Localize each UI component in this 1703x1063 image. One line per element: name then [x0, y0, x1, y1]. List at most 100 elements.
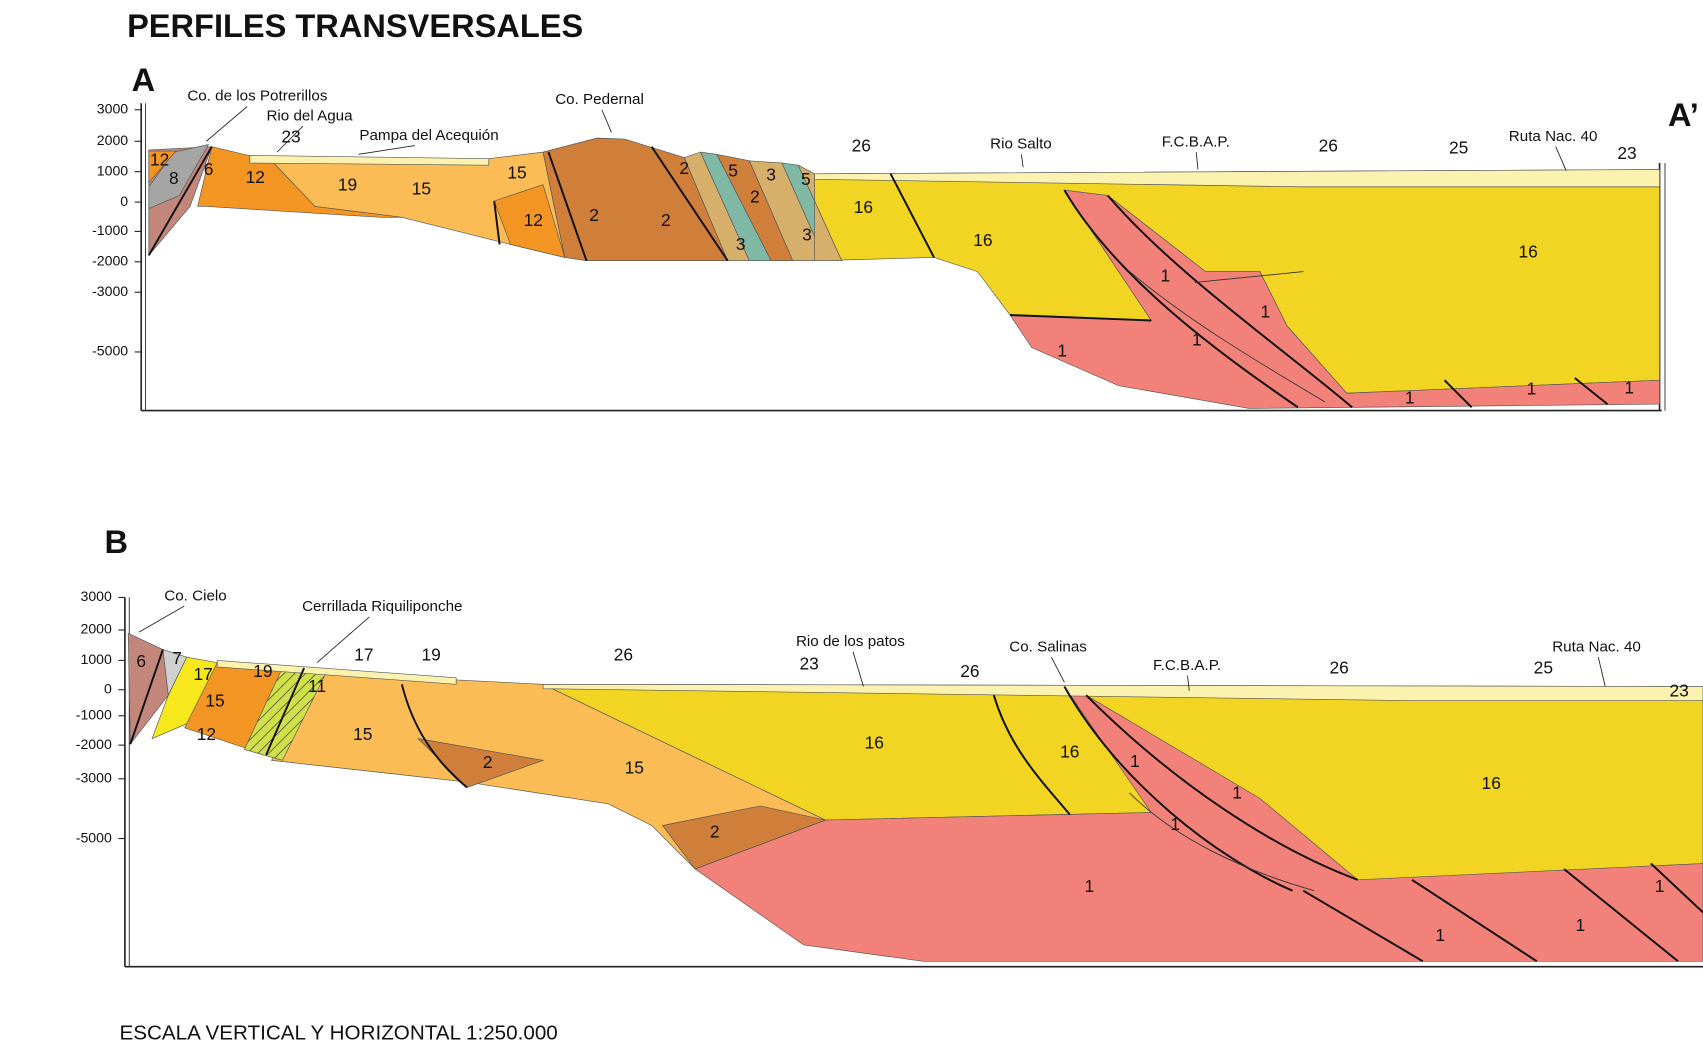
- unit-label: 26: [1319, 135, 1338, 155]
- unit-label: 5: [728, 160, 738, 180]
- unit-label: 2: [589, 205, 599, 225]
- elevation-label: 3000: [80, 588, 112, 604]
- page: { "title": "PERFILES TRANSVERSALES", "sc…: [0, 0, 1703, 1058]
- place-label: Co. de los Potrerillos: [187, 88, 328, 105]
- profile-label: B: [104, 524, 128, 560]
- leader-line: [206, 107, 247, 142]
- unit-label: 12: [524, 210, 543, 230]
- cross-sections: PERFILES TRANSVERSALES: [0, 0, 1703, 1058]
- unit-label: 1: [1161, 266, 1171, 286]
- unit-label: 15: [205, 690, 224, 710]
- elevation-label: -2000: [92, 253, 128, 269]
- leader-line: [853, 652, 863, 687]
- place-label: Ruta Nac. 40: [1509, 128, 1598, 145]
- unit-label: 6: [136, 651, 146, 671]
- unit-label: 2: [483, 752, 493, 772]
- unit-label: 6: [204, 159, 214, 179]
- unit-label: 1: [1527, 379, 1537, 399]
- scale-note: ESCALA VERTICAL Y HORIZONTAL 1:250.000: [119, 1021, 557, 1044]
- elevation-label: 2000: [97, 132, 129, 148]
- place-label: Ruta Nac. 40: [1552, 638, 1641, 655]
- unit-label: 3: [766, 165, 776, 185]
- unit-label: 26: [852, 135, 871, 155]
- leader-line: [139, 606, 184, 632]
- unit-label: 1: [1655, 876, 1665, 896]
- leader-line: [1021, 154, 1023, 167]
- leader-line: [1196, 152, 1198, 169]
- elevation-label: -1000: [76, 707, 112, 723]
- leader-line: [358, 146, 414, 155]
- unit-label: 1: [1170, 814, 1180, 834]
- unit-label: 26: [1330, 658, 1349, 678]
- unit-label: 16: [854, 197, 873, 217]
- unit-label: 1: [1130, 751, 1140, 771]
- place-label: Cerrillada Riquiliponche: [302, 598, 462, 615]
- place-label: Rio del Agua: [266, 107, 353, 124]
- leader-line: [1598, 657, 1605, 686]
- unit-label: 1: [1232, 783, 1242, 803]
- unit-label: 17: [354, 645, 373, 665]
- unit-label: 12: [197, 724, 216, 744]
- unit-label: 5: [801, 169, 811, 189]
- leader-line: [1556, 147, 1566, 171]
- unit-label: 2: [679, 158, 689, 178]
- unit-label: 2: [710, 822, 720, 842]
- unit-label: 16: [1482, 773, 1501, 793]
- elevation-label: -5000: [92, 343, 128, 359]
- elevation-label: -3000: [76, 770, 112, 786]
- elevation-label: -3000: [92, 283, 128, 299]
- elevation-label: 0: [120, 193, 128, 209]
- unit-label: 3: [802, 224, 812, 244]
- unit-label: 15: [412, 179, 431, 199]
- unit-label: 25: [1449, 137, 1468, 157]
- elevation-label: 3000: [97, 101, 129, 117]
- leader-line: [602, 110, 612, 133]
- unit-label: 25: [1534, 658, 1553, 678]
- unit-label: 26: [960, 661, 979, 681]
- place-label: Rio de los patos: [796, 633, 905, 650]
- leader-line: [1051, 657, 1064, 682]
- profile-a: [141, 103, 1665, 410]
- title: PERFILES TRANSVERSALES: [127, 8, 583, 44]
- unit-label: 2: [661, 210, 671, 230]
- unit-label: 17: [193, 664, 212, 684]
- profile-label: A: [132, 62, 156, 98]
- unit-label: 7: [172, 648, 182, 668]
- unit-label: 23: [799, 653, 818, 673]
- unit-label: 8: [169, 168, 179, 188]
- unit-label: 15: [625, 758, 644, 778]
- place-label: Pampa del Acequión: [359, 127, 498, 144]
- place-label: Co. Cielo: [164, 587, 226, 604]
- unit-label: 1: [1192, 330, 1202, 350]
- place-label: F.C.B.A.P.: [1162, 133, 1230, 150]
- unit-label: 1: [1575, 915, 1585, 935]
- elevation-label: -1000: [92, 222, 128, 238]
- elevation-label: -2000: [76, 736, 112, 752]
- unit-label: 16: [1060, 741, 1079, 761]
- unit-label: 1: [1260, 301, 1270, 321]
- unit-label: 12: [150, 149, 169, 169]
- unit-label: 23: [1669, 681, 1688, 701]
- unit-label: 16: [973, 230, 992, 250]
- elevation-label: 1000: [80, 651, 112, 667]
- unit-label: 1: [1435, 925, 1445, 945]
- unit-label: 19: [338, 174, 357, 194]
- unit-label: 1: [1624, 377, 1634, 397]
- unit-label: 12: [246, 167, 265, 187]
- elevation-label: 1000: [97, 162, 129, 178]
- unit-label: 19: [422, 645, 441, 665]
- place-label: Co. Salinas: [1009, 638, 1087, 655]
- unit-label: 23: [281, 127, 300, 147]
- place-label: Co. Pedernal: [555, 91, 644, 108]
- profile-end-label: A’: [1668, 97, 1699, 133]
- elevation-label: -5000: [76, 829, 112, 845]
- place-label: Rio Salto: [990, 136, 1052, 153]
- unit-label: 1: [1085, 876, 1095, 896]
- place-label: F.C.B.A.P.: [1153, 657, 1221, 674]
- unit-label: 19: [253, 661, 272, 681]
- unit-label: 16: [865, 733, 884, 753]
- unit-label: 15: [507, 162, 526, 182]
- unit-label: 23: [1617, 143, 1636, 163]
- unit-label: 1: [1405, 387, 1415, 407]
- unit-label: 26: [614, 645, 633, 665]
